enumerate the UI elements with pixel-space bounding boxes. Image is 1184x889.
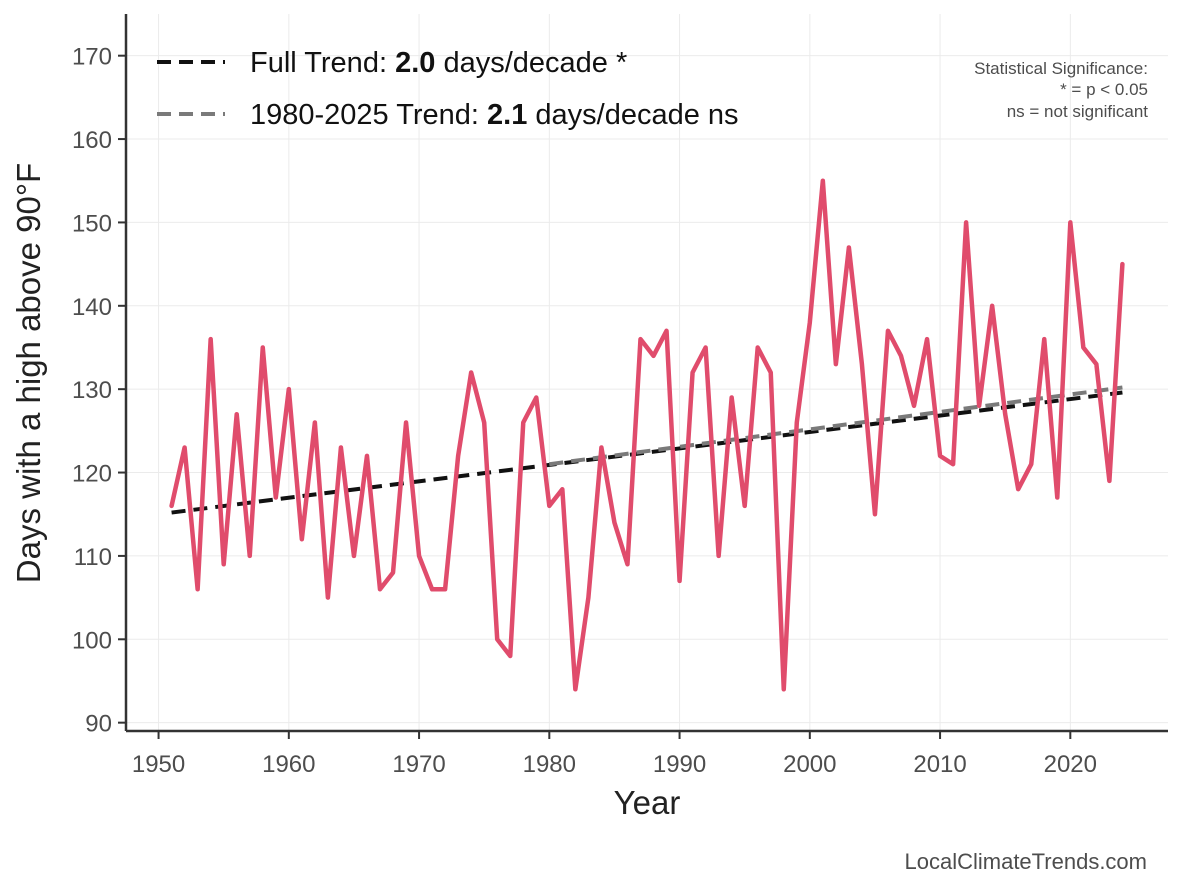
x-tick-label: 1990 xyxy=(653,751,706,778)
x-tick-label: 2000 xyxy=(783,751,836,778)
legend: Full Trend: 2.0 days/decade * 1980-2025 … xyxy=(157,47,739,131)
full-trend-line xyxy=(171,390,1123,515)
1980-2025-trend-line xyxy=(549,385,1123,467)
x-tick-label: 1970 xyxy=(392,751,445,778)
significance-note: Statistical Significance: * = p < 0.05 n… xyxy=(974,59,1148,121)
x-tick-label: 2020 xyxy=(1044,751,1097,778)
x-tick-label: 1950 xyxy=(132,751,185,778)
x-tick-label: 2010 xyxy=(913,751,966,778)
y-tick-label: 170 xyxy=(72,44,112,71)
x-tick-label: 1960 xyxy=(262,751,315,778)
significance-note-title: Statistical Significance: xyxy=(974,59,1148,78)
significance-note-ns: ns = not significant xyxy=(1007,102,1149,121)
legend-recent-trend-label: 1980-2025 Trend: 2.1 days/decade ns xyxy=(250,99,739,131)
y-tick-label: 160 xyxy=(72,127,112,154)
ticks: 90 100 110 120 130 140 150 160 170 1950 1960 1970 19… xyxy=(72,44,1097,778)
x-tick-label: 1980 xyxy=(523,751,576,778)
y-tick-label: 90 xyxy=(85,711,112,738)
y-tick-label: 100 xyxy=(72,627,112,654)
legend-full-trend-label: Full Trend: 2.0 days/decade * xyxy=(250,47,627,79)
x-axis-title: Year xyxy=(614,784,681,821)
y-tick-label: 120 xyxy=(72,461,112,488)
y-tick-label: 130 xyxy=(72,377,112,404)
y-tick-label: 140 xyxy=(72,294,112,321)
y-axis-title: Days with a high above 90°F xyxy=(10,163,47,583)
credit-text: LocalClimateTrends.com xyxy=(905,849,1148,874)
axes xyxy=(124,14,1168,733)
trend-lines xyxy=(171,385,1123,515)
significance-note-p-value: * = p < 0.05 xyxy=(1060,80,1148,99)
grid xyxy=(126,14,1168,731)
y-tick-label: 150 xyxy=(72,210,112,237)
data-series-line xyxy=(169,178,1125,692)
series-lines xyxy=(169,178,1125,692)
y-tick-label: 110 xyxy=(74,544,112,571)
